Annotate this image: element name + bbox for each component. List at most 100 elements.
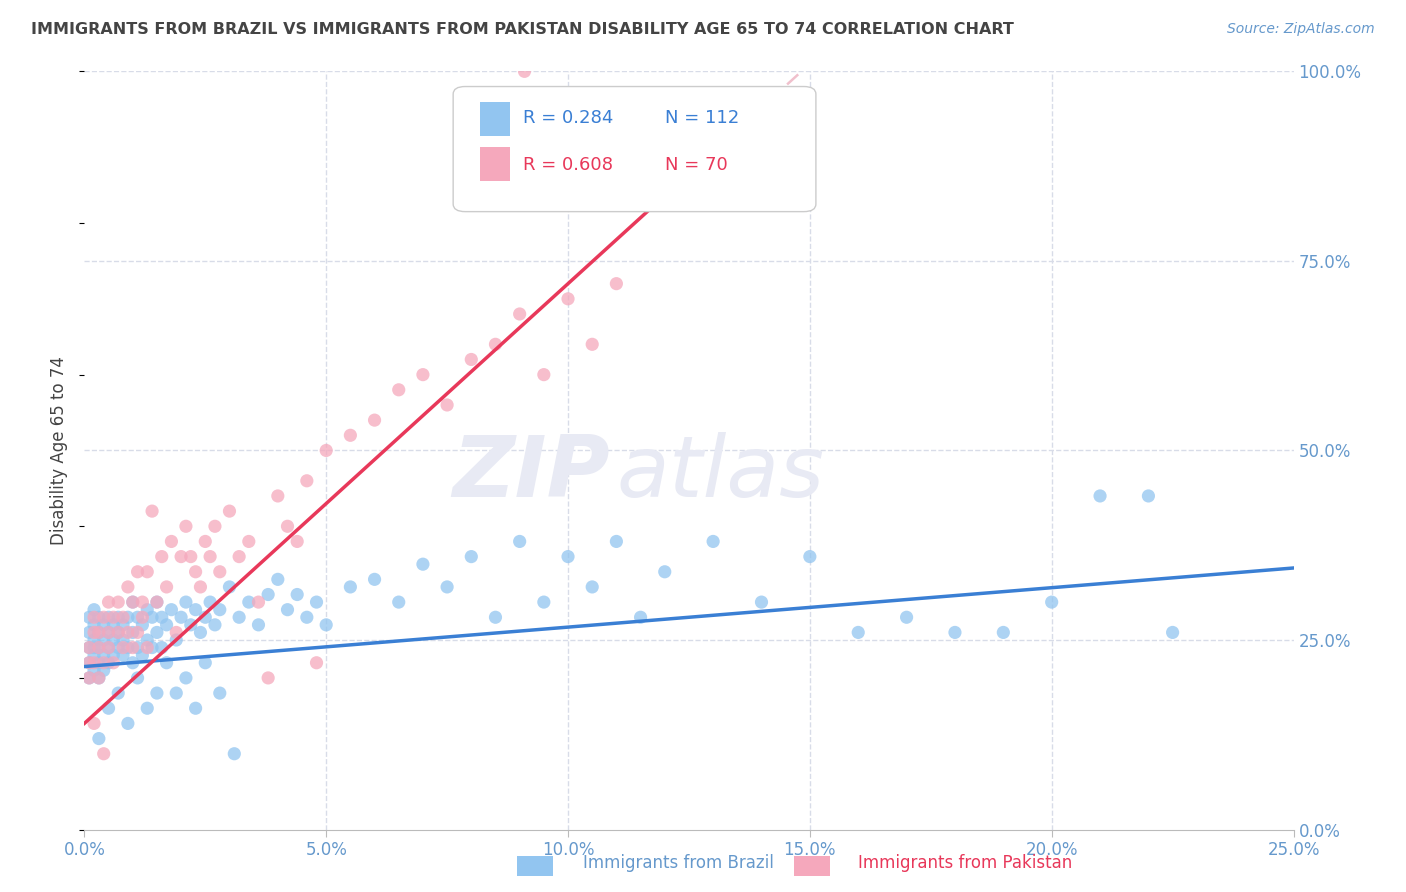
Point xyxy=(136,640,159,655)
Point xyxy=(93,633,115,648)
Point xyxy=(165,625,187,640)
Point xyxy=(388,595,411,609)
Point xyxy=(121,595,143,609)
Point xyxy=(117,640,139,655)
Point xyxy=(83,633,105,648)
Point xyxy=(412,557,434,572)
Y-axis label: Disability Age 65 to 74: Disability Age 65 to 74 xyxy=(51,356,69,545)
Point xyxy=(117,610,139,624)
Point xyxy=(83,648,105,662)
Point xyxy=(150,610,173,624)
Point xyxy=(295,474,318,488)
Point xyxy=(339,580,361,594)
Point xyxy=(285,588,308,602)
Point xyxy=(127,610,149,624)
Point xyxy=(155,617,177,632)
Point xyxy=(702,534,724,549)
Point xyxy=(97,640,120,655)
Point xyxy=(93,617,115,632)
Point xyxy=(194,610,217,624)
Point xyxy=(315,617,337,632)
Point xyxy=(131,595,153,609)
Point xyxy=(146,686,169,700)
Point xyxy=(127,565,149,579)
Point xyxy=(799,549,821,564)
Point xyxy=(87,671,110,685)
Point xyxy=(581,337,603,351)
Point xyxy=(107,625,129,640)
Point xyxy=(155,580,177,594)
Point xyxy=(87,656,110,670)
Point xyxy=(190,580,212,594)
Point xyxy=(112,648,135,662)
Point xyxy=(93,610,115,624)
FancyBboxPatch shape xyxy=(479,147,510,181)
Point xyxy=(141,640,163,655)
Point xyxy=(77,625,100,640)
Point xyxy=(160,534,183,549)
Text: atlas: atlas xyxy=(616,432,824,515)
Point xyxy=(581,580,603,594)
Point xyxy=(87,731,110,746)
Point xyxy=(121,640,143,655)
Point xyxy=(87,625,110,640)
Text: IMMIGRANTS FROM BRAZIL VS IMMIGRANTS FROM PAKISTAN DISABILITY AGE 65 TO 74 CORRE: IMMIGRANTS FROM BRAZIL VS IMMIGRANTS FRO… xyxy=(31,22,1014,37)
Point xyxy=(77,656,100,670)
Point xyxy=(557,549,579,564)
Point xyxy=(146,625,169,640)
Point xyxy=(97,610,120,624)
Point xyxy=(107,595,129,609)
Point xyxy=(107,610,129,624)
Point xyxy=(77,610,100,624)
Point xyxy=(993,625,1015,640)
Point xyxy=(107,686,129,700)
Text: Immigrants from Brazil: Immigrants from Brazil xyxy=(583,855,775,872)
Point xyxy=(112,640,135,655)
Point xyxy=(267,573,290,587)
Text: N = 70: N = 70 xyxy=(665,155,727,174)
Point xyxy=(87,640,110,655)
Point xyxy=(165,686,187,700)
Point xyxy=(513,64,536,78)
Point xyxy=(228,549,250,564)
Point xyxy=(107,625,129,640)
Point xyxy=(198,549,221,564)
Point xyxy=(509,534,531,549)
Point xyxy=(218,580,240,594)
Point xyxy=(267,489,290,503)
Point xyxy=(83,617,105,632)
Point xyxy=(112,610,135,624)
Point xyxy=(533,595,555,609)
Point xyxy=(107,640,129,655)
Point xyxy=(194,534,217,549)
Point xyxy=(436,398,458,412)
Point xyxy=(165,633,187,648)
Point xyxy=(136,701,159,715)
Text: Immigrants from Pakistan: Immigrants from Pakistan xyxy=(858,855,1071,872)
Point xyxy=(339,428,361,442)
Point xyxy=(97,656,120,670)
Point xyxy=(180,617,202,632)
Point xyxy=(93,656,115,670)
Point xyxy=(103,617,125,632)
Point xyxy=(121,595,143,609)
Point xyxy=(484,610,506,624)
Point xyxy=(103,648,125,662)
Text: ZIP: ZIP xyxy=(453,432,610,515)
Point xyxy=(77,640,100,655)
FancyBboxPatch shape xyxy=(479,102,510,136)
Point xyxy=(218,504,240,518)
Text: Source: ZipAtlas.com: Source: ZipAtlas.com xyxy=(1227,22,1375,37)
Point xyxy=(155,656,177,670)
Point xyxy=(174,671,197,685)
Point xyxy=(83,716,105,731)
Point xyxy=(315,443,337,458)
Point xyxy=(257,671,280,685)
Point xyxy=(174,519,197,533)
Point xyxy=(285,534,308,549)
Text: R = 0.608: R = 0.608 xyxy=(523,155,613,174)
Point xyxy=(93,747,115,761)
Point xyxy=(97,640,120,655)
Point xyxy=(127,625,149,640)
Point xyxy=(533,368,555,382)
